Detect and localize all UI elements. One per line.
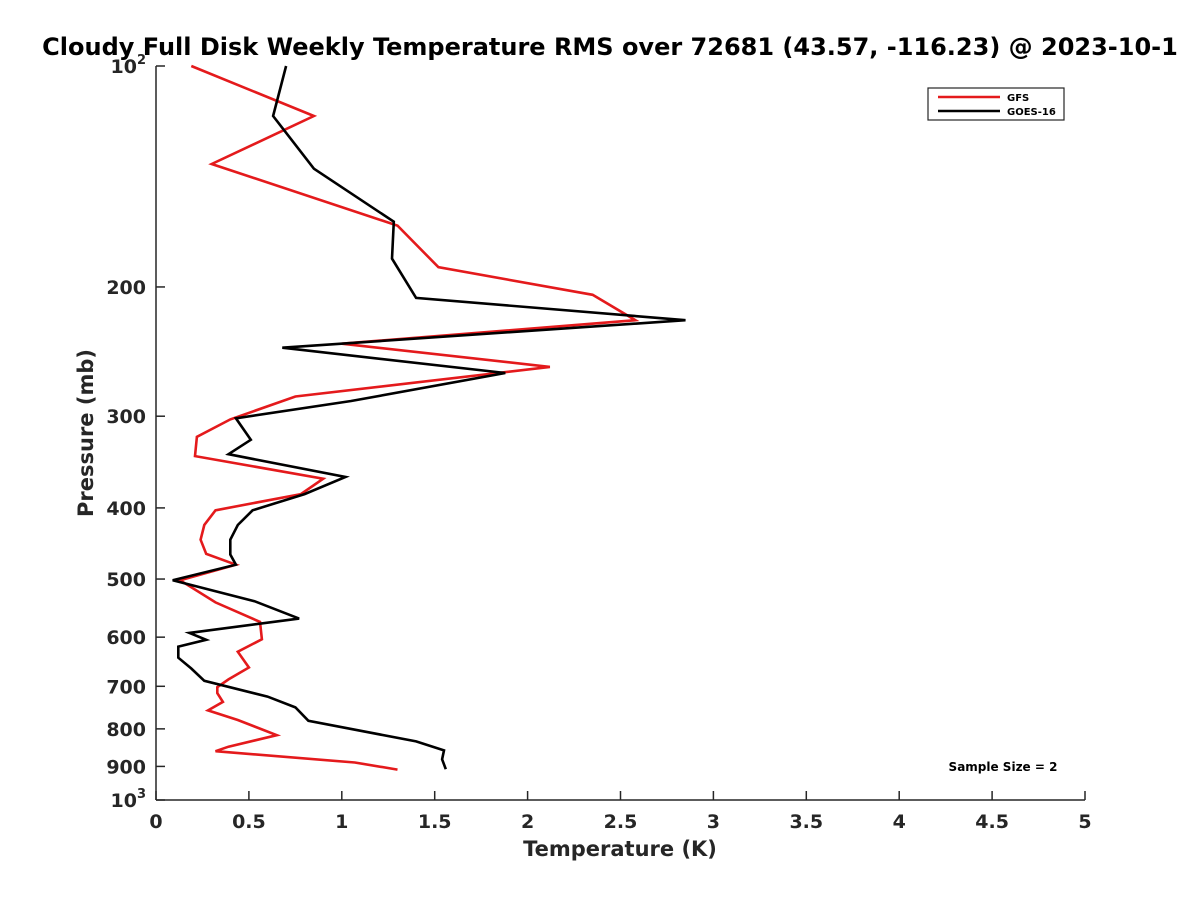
y-tick-label: 600 bbox=[106, 627, 146, 649]
x-tick-label: 0.5 bbox=[232, 811, 266, 833]
series-line-gfs bbox=[177, 64, 640, 771]
y-tick-label: 103 bbox=[111, 787, 147, 812]
y-tick-label: 900 bbox=[106, 756, 146, 778]
y-tick-label: 700 bbox=[106, 676, 146, 698]
legend-label: GOES-16 bbox=[1007, 107, 1056, 118]
axis-ticks: 0 0.5 1 1.5 2 2.5 3 3.5 4 4.5 5 102 200 300 400 500 600 7… bbox=[106, 53, 1091, 833]
y-tick-label: 300 bbox=[106, 406, 146, 428]
series-line-goes-16 bbox=[172, 65, 686, 770]
chart-title: Cloudy Full Disk Weekly Temperature RMS … bbox=[42, 33, 1178, 61]
y-axis-label: Pressure (mb) bbox=[74, 349, 98, 517]
x-tick-label: 3 bbox=[707, 811, 720, 833]
x-tick-label: 5 bbox=[1078, 811, 1091, 833]
plot-axes bbox=[155, 66, 1085, 801]
x-tick-label: 1.5 bbox=[418, 811, 452, 833]
legend-label: GFS bbox=[1007, 93, 1029, 104]
y-tick-label: 200 bbox=[106, 277, 146, 299]
x-tick-label: 2.5 bbox=[604, 811, 638, 833]
legend-box bbox=[927, 87, 1065, 121]
x-axis-label: Temperature (K) bbox=[523, 837, 717, 861]
x-tick-label: 2 bbox=[521, 811, 534, 833]
sample-size-annotation: Sample Size = 2 bbox=[949, 760, 1058, 774]
x-tick-label: 3.5 bbox=[789, 811, 823, 833]
y-tick-label: 400 bbox=[106, 498, 146, 520]
plot-lines bbox=[172, 64, 686, 771]
x-tick-label: 0 bbox=[149, 811, 162, 833]
x-tick-label: 4.5 bbox=[975, 811, 1009, 833]
y-tick-label: 500 bbox=[106, 569, 146, 591]
legend: GFS GOES-16 bbox=[927, 87, 1065, 121]
y-tick-label: 102 bbox=[111, 53, 147, 78]
x-tick-label: 4 bbox=[893, 811, 906, 833]
y-tick-label: 800 bbox=[106, 719, 146, 741]
x-tick-label: 1 bbox=[335, 811, 348, 833]
